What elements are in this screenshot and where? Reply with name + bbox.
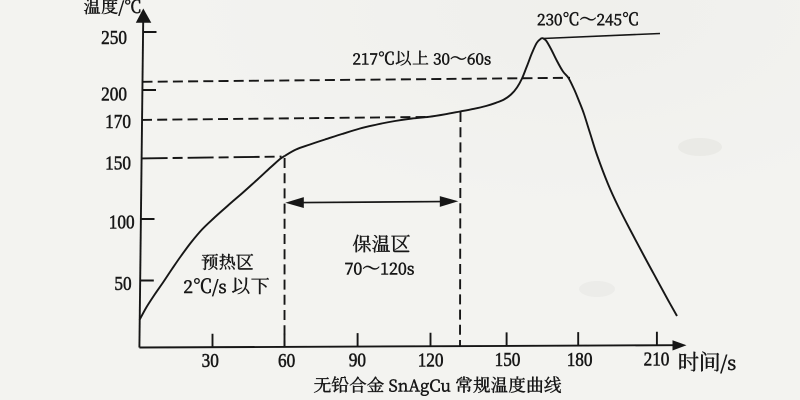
svg-text:170: 170	[105, 111, 131, 134]
svg-text:30: 30	[202, 350, 219, 373]
svg-text:250: 250	[101, 26, 127, 49]
svg-text:180: 180	[567, 349, 593, 372]
svg-text:90: 90	[349, 349, 366, 372]
svg-text:150: 150	[495, 349, 521, 372]
svg-text:100: 100	[109, 211, 135, 234]
svg-text:60: 60	[278, 350, 295, 373]
svg-text:200: 200	[101, 83, 127, 106]
svg-text:120: 120	[418, 349, 444, 372]
svg-text:150: 150	[105, 152, 131, 175]
svg-text:50: 50	[114, 273, 131, 296]
svg-text:210: 210	[644, 348, 670, 371]
